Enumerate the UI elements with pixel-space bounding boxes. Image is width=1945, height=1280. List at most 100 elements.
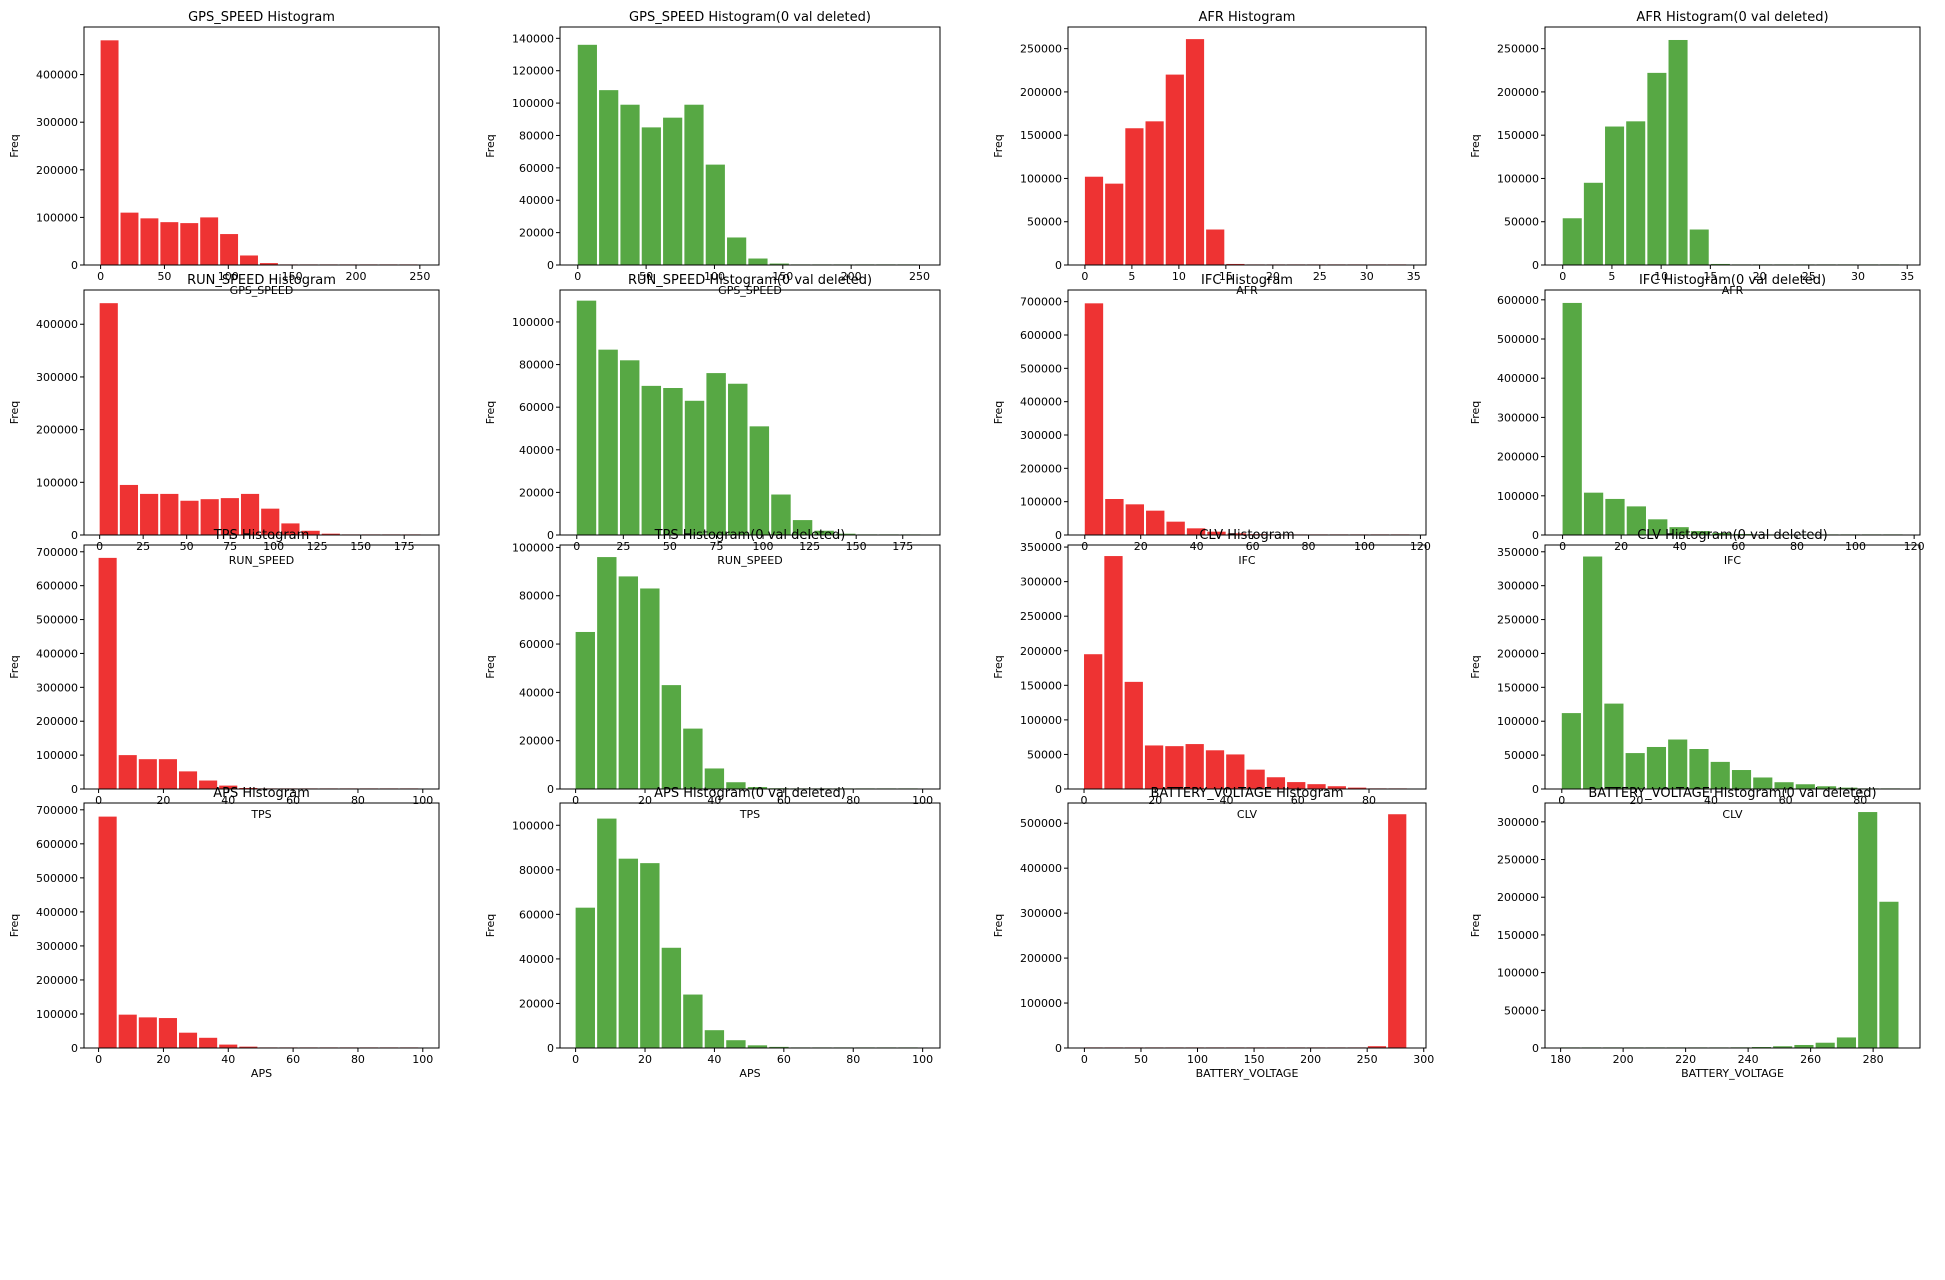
y-tick-label: 0: [547, 529, 554, 542]
y-axis-label: Freq: [1469, 401, 1482, 425]
y-axis-label: Freq: [992, 134, 1005, 158]
histogram-bar: [1266, 777, 1286, 789]
x-tick-label: 0: [1559, 540, 1566, 553]
y-tick-label: 100000: [512, 97, 554, 110]
x-tick-label: 0: [97, 270, 104, 283]
x-tick-label: 5: [1128, 270, 1135, 283]
y-tick-label: 200000: [36, 974, 78, 987]
histogram-bar: [705, 164, 725, 265]
histogram-bar: [180, 500, 199, 535]
y-tick-label: 100000: [512, 819, 554, 832]
y-tick-label: 100000: [1020, 172, 1062, 185]
y-tick-label: 400000: [1020, 396, 1062, 409]
y-tick-label: 200000: [1020, 645, 1062, 658]
histogram-bar: [1561, 713, 1581, 789]
y-axis-label: Freq: [1469, 134, 1482, 158]
x-tick-label: 0: [572, 1053, 579, 1066]
x-tick-label: 40: [707, 794, 721, 807]
y-tick-label: 300000: [1020, 576, 1062, 589]
x-tick-label: 260: [1800, 1053, 1821, 1066]
x-axis-label: CLV: [1722, 808, 1743, 821]
x-tick-label: 25: [616, 540, 630, 553]
chart-title: BATTERY_VOLTAGE Histogram(0 val deleted): [1588, 786, 1876, 801]
histogram-panel-16: 180 200 220 240 260 280 0 50000 100000 150000 2000…: [1469, 786, 1921, 1080]
y-tick-label: 300000: [36, 681, 78, 694]
histogram-bar: [1773, 1046, 1793, 1048]
x-tick-label: 180: [1550, 1053, 1571, 1066]
x-tick-label: 175: [394, 540, 415, 553]
histogram-bar: [1646, 746, 1667, 789]
plot-frame: [559, 289, 941, 536]
y-tick-label: 40000: [519, 686, 554, 699]
histogram-bar: [1145, 121, 1164, 265]
y-tick-label: 250000: [1020, 610, 1062, 623]
histogram-bar: [1838, 787, 1858, 789]
x-axis-label: RUN_SPEED: [717, 554, 782, 567]
y-tick-label: 20000: [519, 227, 554, 240]
histogram-bar: [98, 557, 117, 789]
histogram-bar: [1604, 703, 1624, 789]
chart-title: RUN_SPEED Histogram(0 val deleted): [628, 273, 872, 288]
x-tick-label: 150: [282, 270, 303, 283]
x-tick-label: 60: [1731, 540, 1745, 553]
x-tick-label: 75: [709, 540, 723, 553]
x-tick-label: 60: [286, 794, 300, 807]
y-tick-label: 0: [1055, 259, 1062, 272]
histogram-bar: [1166, 521, 1185, 535]
histogram-bar: [1287, 782, 1306, 789]
histogram-bar: [1625, 753, 1645, 789]
x-tick-label: 80: [846, 794, 860, 807]
y-axis-label: Freq: [8, 655, 21, 679]
x-tick-label: 20: [1134, 540, 1148, 553]
histogram-bar: [1583, 492, 1604, 535]
histogram-bar: [1246, 769, 1265, 789]
x-tick-label: 20: [638, 1053, 652, 1066]
histogram-bar: [1836, 1037, 1856, 1048]
x-tick-label: 35: [1407, 270, 1421, 283]
y-tick-label: 40000: [519, 194, 554, 207]
histogram-bar: [1668, 739, 1688, 789]
x-tick-label: 40: [1220, 794, 1234, 807]
histogram-svg: 0 20 40 60 80 100 0 20000 40000 60000 80000 100000 A…: [484, 786, 941, 1080]
x-axis-label: BATTERY_VOLTAGE: [1196, 1067, 1299, 1080]
y-tick-label: 200000: [1497, 451, 1539, 464]
histogram-bar: [1562, 302, 1582, 535]
x-tick-label: 60: [1291, 794, 1305, 807]
y-tick-label: 400000: [36, 906, 78, 919]
histogram-bar: [1165, 746, 1184, 789]
x-tick-label: 300: [1413, 1053, 1434, 1066]
y-tick-label: 0: [71, 529, 78, 542]
histogram-bar: [118, 1014, 137, 1048]
chart-title: GPS_SPEED Histogram: [188, 10, 335, 25]
x-tick-label: 0: [1081, 1053, 1088, 1066]
y-tick-label: 50000: [1027, 748, 1062, 761]
histogram-bar: [704, 1030, 725, 1048]
histogram-bar: [178, 771, 198, 789]
x-tick-label: 125: [799, 540, 820, 553]
y-axis-label: Freq: [992, 401, 1005, 425]
histogram-bar: [577, 44, 597, 265]
x-tick-label: 220: [1675, 1053, 1696, 1066]
x-tick-label: 200: [841, 270, 862, 283]
x-tick-label: 80: [351, 794, 365, 807]
histogram-bar: [1227, 533, 1247, 535]
x-axis-label: BATTERY_VOLTAGE: [1681, 1067, 1784, 1080]
y-tick-label: 400000: [36, 647, 78, 660]
histogram-bar: [1710, 263, 1730, 265]
histogram-panel-15: 0 50 100 150 200 250 300 0 100000 200000 300000 400…: [992, 786, 1434, 1080]
chart-title: APS Histogram: [213, 786, 310, 801]
histogram-bar: [575, 907, 595, 1048]
y-tick-label: 200000: [1020, 86, 1062, 99]
y-axis-label: Freq: [992, 655, 1005, 679]
x-tick-label: 100: [412, 794, 433, 807]
y-tick-label: 50000: [1504, 216, 1539, 229]
y-tick-label: 150000: [1020, 679, 1062, 692]
histogram-bar: [1206, 229, 1225, 265]
histogram-svg: 0 20 40 60 80 100 1200100000200000300000400000…: [1469, 273, 1925, 567]
histogram-bar: [178, 1032, 198, 1048]
x-tick-label: 40: [1673, 540, 1687, 553]
y-tick-label: 300000: [1497, 580, 1539, 593]
y-tick-label: 500000: [1020, 362, 1062, 375]
x-tick-label: 80: [1790, 540, 1804, 553]
